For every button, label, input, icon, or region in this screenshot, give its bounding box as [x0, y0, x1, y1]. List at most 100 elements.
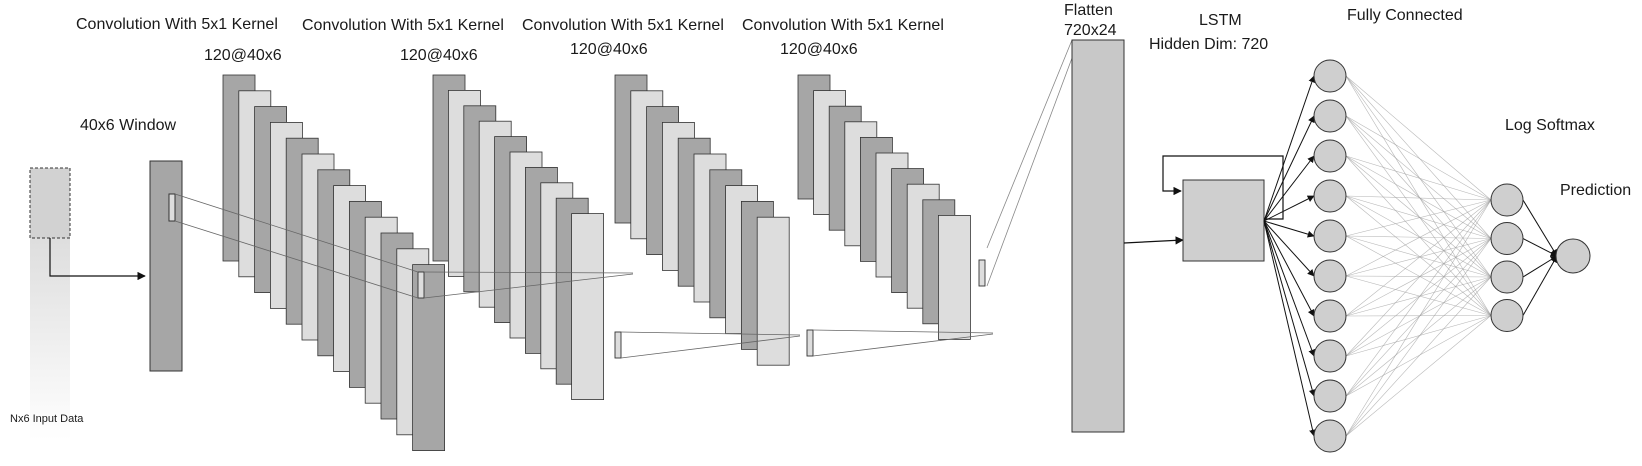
prediction-node: [1555, 238, 1591, 274]
fully-connected-links: [1345, 75, 1492, 437]
fc-link: [1345, 315, 1492, 437]
log-softmax-node: [1490, 222, 1524, 255]
flatten-dims: 720x24: [1064, 22, 1117, 39]
lstm-to-hidden-arrow: [1263, 195, 1315, 222]
input-data-label: Nx6 Input Data: [10, 413, 84, 425]
conv-4-kernel: [978, 259, 986, 287]
fc-link: [1345, 276, 1492, 357]
fc-link: [1345, 195, 1492, 278]
fc-link: [1345, 315, 1492, 357]
fc-hidden-node: [1313, 59, 1347, 93]
fc-hidden-node: [1313, 259, 1347, 293]
flatten-title: Flatten: [1064, 2, 1113, 19]
fc-link: [1345, 275, 1492, 278]
fc-hidden-node: [1313, 99, 1347, 133]
lstm-to-hidden-arrow: [1263, 155, 1315, 222]
kernel-projection-line: [620, 331, 801, 336]
log-softmax-label: Log Softmax: [1505, 117, 1595, 134]
fc-link: [1345, 199, 1492, 437]
softmax-to-output-arrow: [1522, 199, 1558, 257]
fc-link: [1345, 315, 1492, 397]
fc-link: [1345, 238, 1492, 317]
fc-link: [1345, 238, 1492, 437]
flatten-block: [1071, 39, 1125, 433]
input-to-window-arrow: [49, 238, 146, 281]
conv-title-3: Convolution With 5x1 Kernel: [522, 17, 724, 34]
fc-link: [1345, 115, 1492, 239]
fc-hidden-node: [1313, 219, 1347, 253]
conv-3-kernel: [806, 329, 814, 357]
fc-link: [1345, 195, 1492, 239]
fc-link: [1345, 199, 1492, 317]
kernel-projection-line: [620, 335, 801, 359]
conv-dims-2: 120@40x6: [400, 47, 478, 64]
fc-hidden-node: [1313, 299, 1347, 333]
fc-link: [1345, 276, 1492, 397]
lstm-block: [1182, 179, 1265, 262]
conv-4-feature-map: [938, 214, 971, 340]
fc-link: [1345, 155, 1492, 201]
lstm-hidden-dim: Hidden Dim: 720: [1149, 36, 1269, 53]
log-softmax-node: [1490, 183, 1524, 217]
conv-2-kernel: [614, 331, 622, 359]
fc-link: [1345, 199, 1492, 277]
conv-dims-3: 120@40x6: [570, 41, 648, 58]
fc-hidden-node: [1313, 179, 1347, 213]
log-softmax-node: [1490, 260, 1524, 294]
fc-link: [1345, 115, 1492, 316]
fc-link: [1345, 75, 1492, 239]
fc-link: [1345, 155, 1492, 316]
lstm-to-hidden-arrow: [1263, 220, 1316, 357]
fc-link: [1345, 155, 1492, 239]
softmax-to-output-arrow: [1522, 255, 1558, 278]
conv-title-1: Convolution With 5x1 Kernel: [76, 16, 278, 33]
conv-1-kernel: [417, 271, 425, 299]
fully-connected-label: Fully Connected: [1347, 7, 1463, 24]
lstm-to-hidden-arrow: [1263, 220, 1315, 238]
log-softmax-node: [1490, 299, 1524, 332]
fc-link: [1345, 75, 1492, 278]
fc-link: [1345, 315, 1492, 317]
kernel-projection-line: [174, 220, 419, 299]
fc-link: [1345, 199, 1492, 357]
fc-link: [1345, 238, 1492, 277]
kernel-projection-line: [812, 333, 994, 357]
fc-link: [1345, 235, 1492, 239]
fc-link: [1345, 199, 1492, 237]
fc-link: [1345, 195, 1492, 201]
kernel-projection-line: [174, 193, 419, 273]
fc-link: [1345, 195, 1492, 316]
fc-link: [1345, 75, 1492, 201]
fc-link: [1345, 276, 1492, 317]
flatten-projection-line-2: [986, 57, 1073, 287]
fc-hidden-node: [1313, 139, 1347, 173]
conv-dims-1: 120@40x6: [204, 47, 282, 64]
fc-link: [1345, 235, 1492, 316]
kernel-projection-line: [423, 271, 634, 274]
network-nodes: [1313, 59, 1591, 453]
conv-3-feature-map: [756, 216, 790, 366]
conv-dims-4: 120@40x6: [780, 41, 858, 58]
fc-link: [1345, 155, 1492, 278]
fc-link: [1345, 75, 1492, 316]
fc-link: [1345, 238, 1492, 357]
fc-link: [1345, 199, 1492, 397]
conv-title-4: Convolution With 5x1 Kernel: [742, 17, 944, 34]
lstm-to-hidden-arrow: [1263, 220, 1316, 437]
window-kernel: [168, 193, 176, 222]
lstm-to-hidden-arrow: [1263, 75, 1316, 222]
kernel-projection-lines: [174, 193, 994, 359]
fc-link: [1345, 275, 1492, 316]
conv-title-2: Convolution With 5x1 Kernel: [302, 17, 504, 34]
fc-link: [1345, 235, 1492, 278]
lstm-to-hidden-arrow: [1263, 220, 1316, 397]
fc-hidden-node: [1313, 419, 1347, 453]
lstm-to-hidden-arrow: [1263, 220, 1315, 277]
fc-hidden-node: [1313, 339, 1347, 373]
convolution-stacks: [222, 74, 986, 452]
lstm-recurrent-loop: [1162, 155, 1284, 220]
lstm-to-hidden-arrows: [1263, 75, 1558, 437]
kernel-projection-line: [423, 273, 634, 299]
lstm-to-hidden-arrow: [1263, 115, 1315, 222]
